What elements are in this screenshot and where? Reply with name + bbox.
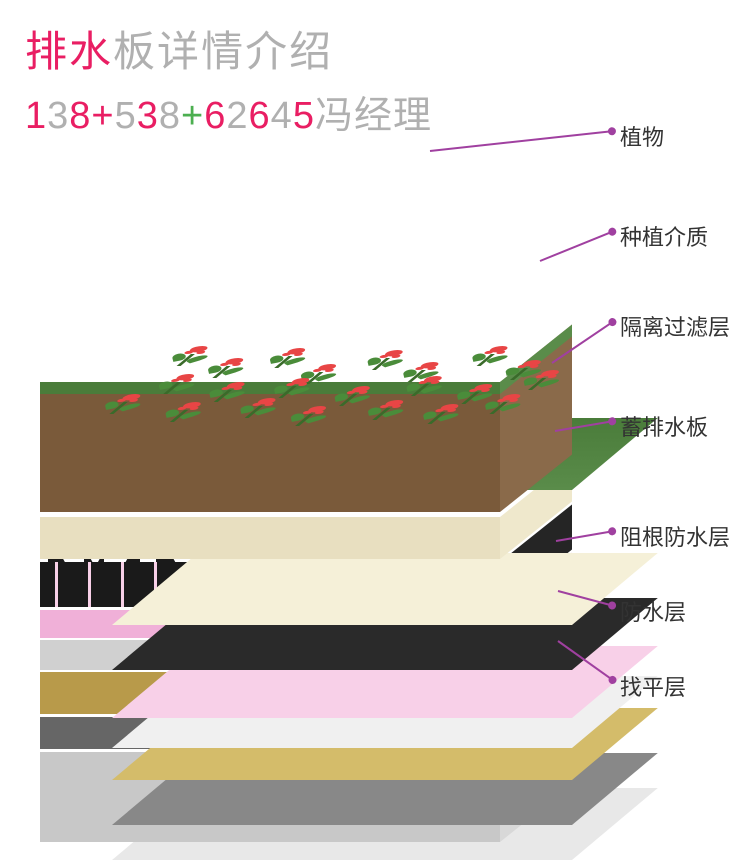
label-filter: 隔离过滤层	[620, 310, 730, 342]
leader-soil	[540, 230, 615, 262]
label-leveling: 找平层	[620, 670, 686, 702]
label-drainage: 蓄排水板	[620, 410, 708, 442]
leader-plants	[430, 130, 614, 152]
layer-diagram: 植物种植介质隔离过滤层蓄排水板阻根防水层防水层找平层	[0, 60, 750, 750]
label-soil: 种植介质	[620, 220, 708, 252]
label-plants: 植物	[620, 120, 664, 152]
title-line-1: 排水板详情介绍	[25, 18, 432, 79]
title-line-2: 138+538+62645冯经理	[25, 84, 432, 139]
label-rootbarrier: 阻根防水层	[620, 520, 730, 552]
label-waterproof: 防水层	[620, 595, 686, 627]
layer-plants	[100, 342, 637, 390]
title-overlay: 排水板详情介绍 138+538+62645冯经理	[25, 18, 432, 139]
